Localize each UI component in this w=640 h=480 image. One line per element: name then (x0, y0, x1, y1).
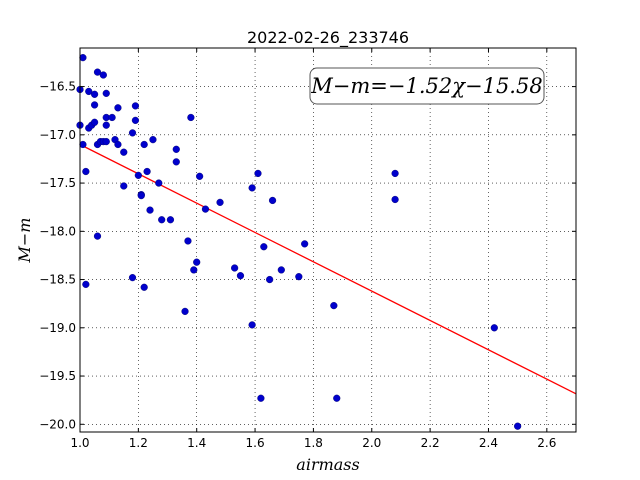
data-points (76, 54, 522, 430)
data-point (90, 90, 99, 98)
y-tick-label: −19.0 (39, 321, 76, 335)
data-point (295, 273, 303, 281)
data-point (181, 307, 189, 315)
x-axis-label: airmass (296, 455, 359, 474)
data-point (114, 140, 122, 149)
data-point (514, 422, 522, 430)
data-point (266, 275, 274, 284)
fit-line-layer (79, 143, 577, 395)
y-axis-label: M−m (15, 218, 34, 264)
data-point (193, 258, 201, 266)
data-point (236, 272, 245, 280)
data-point (301, 240, 309, 248)
data-point (268, 196, 277, 205)
x-tick-label: 2.0 (362, 436, 381, 450)
fit-annotation-box (309, 67, 545, 105)
x-tick-label: 1.0 (70, 436, 89, 450)
data-point (248, 321, 256, 329)
data-point (277, 266, 285, 274)
data-point (146, 206, 154, 214)
x-tick-label: 1.6 (246, 436, 265, 450)
fit-line (79, 143, 577, 395)
data-point (102, 137, 110, 146)
fit-annotation: M−m=−1.52χ−15.58 (309, 67, 545, 105)
y-tick-label: −17.5 (39, 176, 76, 190)
data-point (140, 140, 148, 149)
data-point (254, 169, 262, 178)
chart-title: 2022-02-26_233746 (247, 28, 409, 48)
data-point (79, 54, 87, 62)
data-point (102, 121, 110, 129)
data-point (158, 216, 166, 224)
data-point (149, 136, 157, 144)
x-tick-label: 1.8 (304, 436, 323, 450)
data-point (216, 198, 224, 206)
x-tick-label: 2.6 (537, 436, 556, 450)
data-point (248, 184, 256, 192)
data-point (108, 113, 116, 122)
x-tick-label: 2.2 (421, 436, 440, 450)
data-point (120, 148, 128, 156)
plot-frame (79, 47, 577, 433)
data-point (93, 232, 102, 240)
x-tick-label: 2.4 (479, 436, 498, 450)
data-point (172, 145, 180, 153)
data-point (131, 102, 140, 110)
data-point (155, 179, 163, 187)
data-point (166, 216, 175, 224)
y-tick-label: −18.0 (39, 224, 76, 238)
data-point (102, 89, 110, 97)
data-point (190, 266, 198, 274)
data-point (99, 71, 107, 79)
axis-ticks: 1.0 1.2 1.4 1.6 1.8 2.0 2.2 2.4 2.6 −16.5 −17.0 −17… (39, 48, 576, 450)
data-point (184, 237, 192, 245)
data-point (201, 205, 210, 213)
data-point (131, 116, 140, 124)
data-point (490, 324, 498, 332)
data-point (143, 167, 151, 176)
data-point (85, 87, 93, 96)
data-point (134, 171, 142, 179)
data-point (93, 68, 102, 76)
data-point (90, 101, 99, 109)
data-point (137, 192, 145, 200)
data-point (90, 118, 99, 126)
data-point (257, 394, 265, 402)
data-point (140, 283, 148, 291)
data-point (120, 182, 128, 190)
data-point (391, 169, 399, 178)
data-point (196, 172, 204, 180)
data-point (79, 140, 87, 149)
data-point (82, 167, 90, 176)
y-tick-label: −19.5 (39, 369, 76, 383)
data-point (260, 243, 268, 251)
x-tick-label: 1.4 (187, 436, 206, 450)
data-point (187, 113, 195, 122)
x-tick-label: 1.2 (129, 436, 148, 450)
y-tick-label: −16.5 (39, 80, 76, 94)
data-point (172, 158, 180, 166)
data-point (231, 264, 239, 272)
data-point (114, 104, 122, 112)
data-point (128, 129, 137, 137)
fit-equation-label: M−m=−1.52χ−15.58 (310, 74, 542, 98)
y-tick-label: −18.5 (39, 273, 76, 287)
y-tick-label: −20.0 (39, 417, 76, 431)
data-point (333, 394, 341, 402)
y-tick-label: −17.0 (39, 128, 76, 142)
data-point (128, 274, 137, 282)
data-point (82, 280, 90, 288)
data-point (391, 195, 399, 204)
data-point (330, 302, 338, 310)
